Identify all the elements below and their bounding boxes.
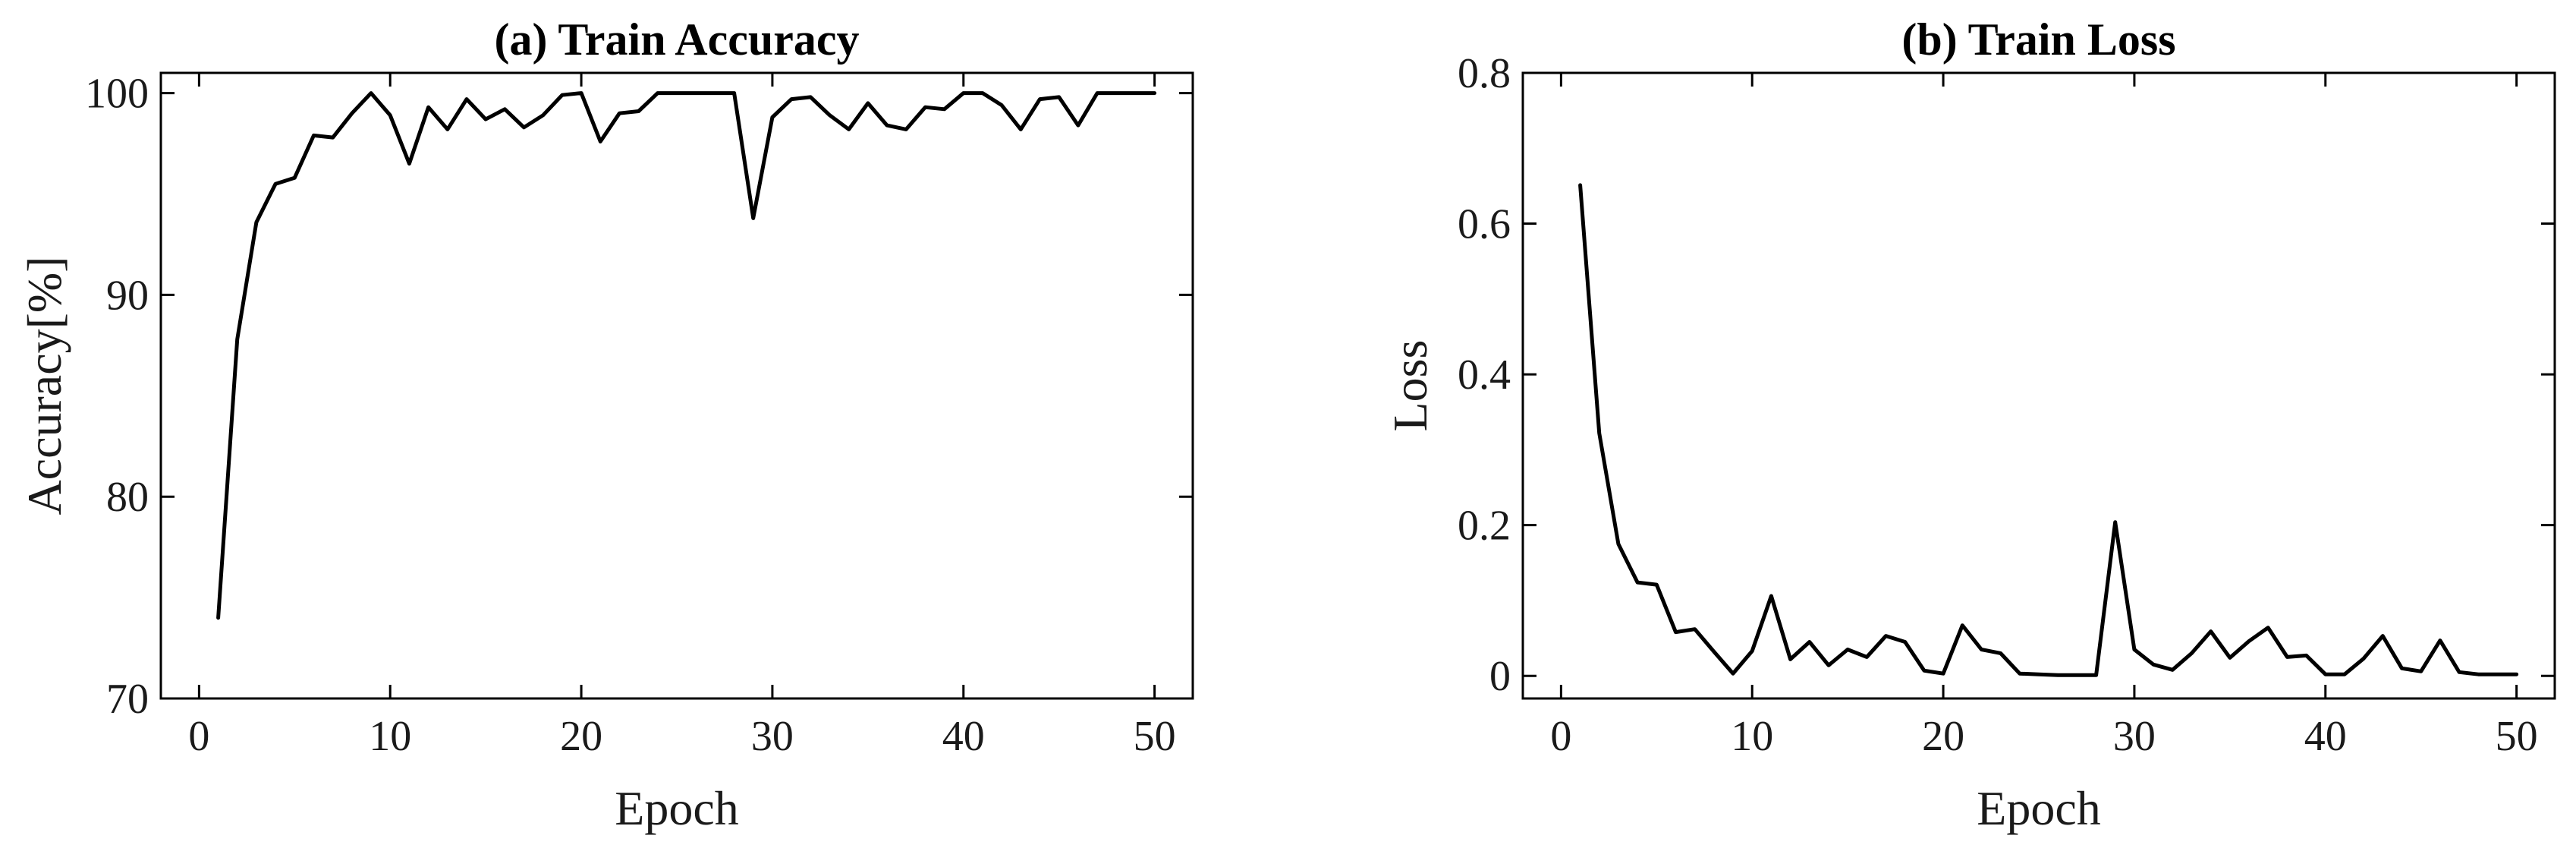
x-tick-label: 30 — [2113, 713, 2156, 760]
y-tick-label: 0.4 — [1458, 352, 1511, 399]
accuracy-chart: (a) Train Accuracy 0 10 20 30 40 50 70 80 90 100… — [17, 14, 1194, 835]
y-tick-label: 0.2 — [1458, 503, 1511, 550]
x-tick-label: 10 — [369, 713, 411, 760]
loss-chart-title: (b) Train Loss — [1901, 14, 2175, 65]
loss-chart: (b) Train Loss 0 10 20 30 40 50 0 0.2 0.4 0.6 0.8… — [1383, 14, 2556, 835]
loss-series-line — [1578, 183, 2519, 677]
y-tick-label: 100 — [85, 71, 149, 118]
loss-y-ticks: 0 0.2 0.4 0.6 0.8 — [1458, 50, 2555, 700]
y-tick-label: 80 — [106, 474, 149, 521]
accuracy-plot-area — [159, 71, 1194, 700]
x-tick-label: 30 — [751, 713, 794, 760]
x-tick-label: 0 — [188, 713, 209, 760]
y-tick-label: 0.8 — [1458, 50, 1511, 97]
y-tick-label: 0 — [1489, 653, 1511, 700]
loss-plot-area — [1521, 71, 2556, 700]
x-tick-label: 40 — [2304, 713, 2347, 760]
loss-x-axis-label: Epoch — [1977, 781, 2101, 835]
x-tick-label: 40 — [942, 713, 985, 760]
x-tick-label: 50 — [2496, 713, 2538, 760]
accuracy-chart-title: (a) Train Accuracy — [494, 14, 859, 65]
y-tick-label: 0.6 — [1458, 201, 1511, 248]
loss-y-axis-label: Loss — [1383, 340, 1437, 432]
x-tick-label: 20 — [1922, 713, 1964, 760]
loss-x-ticks: 0 10 20 30 40 50 — [1550, 73, 2538, 760]
accuracy-y-ticks: 70 80 90 100 — [85, 71, 1193, 723]
accuracy-y-axis-label: Accuracy[%] — [17, 256, 71, 515]
x-tick-label: 0 — [1550, 713, 1571, 760]
accuracy-series-line — [216, 91, 1157, 620]
y-tick-label: 70 — [106, 676, 149, 723]
accuracy-x-axis-label: Epoch — [615, 781, 739, 835]
accuracy-x-ticks: 0 10 20 30 40 50 — [188, 73, 1176, 760]
y-tick-label: 90 — [106, 272, 149, 319]
x-tick-label: 50 — [1134, 713, 1176, 760]
x-tick-label: 20 — [560, 713, 602, 760]
x-tick-label: 10 — [1731, 713, 1773, 760]
